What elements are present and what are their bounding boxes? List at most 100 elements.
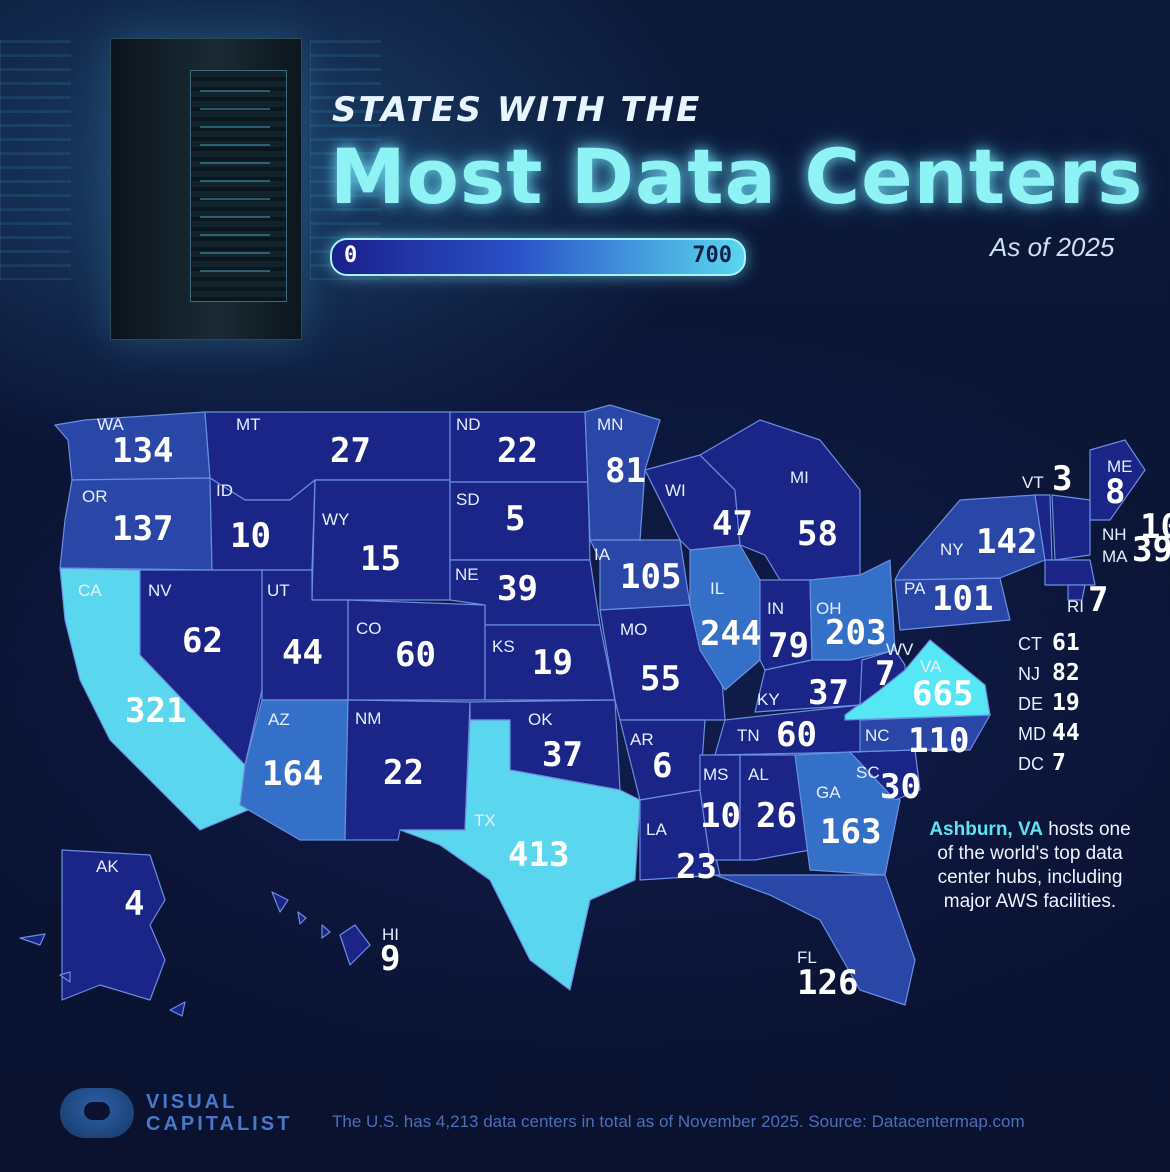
state-value-wy: 15 <box>360 539 401 579</box>
state-value-ma: 39 <box>1132 530 1170 570</box>
state-value-co: 60 <box>395 635 436 675</box>
state-ms <box>699 754 741 861</box>
state-label-oh: OH <box>816 599 842 618</box>
state-value-ri: 7 <box>1088 580 1108 620</box>
state-label-vt: VT <box>1022 473 1044 492</box>
state-value-nh: 10 <box>1140 507 1170 547</box>
state-value-nm: 22 <box>383 753 424 793</box>
logo-mark-icon <box>60 1088 134 1138</box>
state-value-ca: 321 <box>125 691 186 731</box>
note-text: hosts one of the world's top data center… <box>937 819 1131 912</box>
state-value-ky: 37 <box>808 673 849 713</box>
state-label-ak: AK <box>96 857 119 876</box>
as-of-date: As of 2025 <box>990 232 1115 262</box>
state-label-mi: MI <box>790 468 809 487</box>
state-value-mn: 81 <box>605 451 646 491</box>
state-label-mo: MO <box>620 620 647 639</box>
state-label-ga: GA <box>816 783 841 802</box>
state-value-la: 23 <box>676 847 717 887</box>
ne-value: 19 <box>1052 690 1080 716</box>
state-label-ut: UT <box>267 581 290 600</box>
state-value-il: 244 <box>700 614 761 654</box>
state-value-nd: 22 <box>497 431 538 471</box>
state-label-wv: WV <box>886 640 914 659</box>
state-or <box>59 477 213 571</box>
ne-abbr: DC <box>1018 754 1044 774</box>
state-value-id: 10 <box>230 516 271 556</box>
state-value-wi: 47 <box>712 504 753 544</box>
state-value-mi: 58 <box>797 514 838 554</box>
ne-abbr: CT <box>1018 634 1042 654</box>
state-label-ky: KY <box>757 690 780 709</box>
state-value-ar: 6 <box>652 746 672 786</box>
state-label-il: IL <box>710 579 724 598</box>
ne-row-de: DE 19 <box>1018 690 1158 720</box>
ne-value: 82 <box>1052 660 1080 686</box>
state-value-ak: 4 <box>124 884 144 924</box>
subtitle: STATES WITH THE <box>332 90 702 130</box>
state-value-sc: 30 <box>880 767 921 807</box>
state-value-wa: 134 <box>112 431 173 471</box>
island-shape <box>297 911 307 925</box>
state-value-ok: 37 <box>542 735 583 775</box>
state-label-nv: NV <box>148 581 172 600</box>
logo-text: VISUAL CAPITALIST <box>146 1091 292 1135</box>
ne-value: 61 <box>1052 630 1080 656</box>
ne-row-md: MD 44 <box>1018 720 1158 750</box>
state-label-al: AL <box>748 765 769 784</box>
ne-row-dc: DC 7 <box>1018 750 1158 780</box>
state-label-ks: KS <box>492 637 515 656</box>
state-fl <box>714 874 916 1006</box>
state-label-hi: HI <box>382 925 399 944</box>
state-label-tn: TN <box>737 726 760 745</box>
state-label-me: ME <box>1107 457 1133 476</box>
state-value-sd: 5 <box>505 499 525 539</box>
state-al <box>739 754 811 861</box>
state-value-ia: 105 <box>620 557 681 597</box>
state-label-in: IN <box>767 599 784 618</box>
visual-capitalist-logo: VISUAL CAPITALIST <box>60 1088 292 1138</box>
state-value-ga: 163 <box>820 812 881 852</box>
state-value-hi: 9 <box>380 939 400 979</box>
logo-line-2: CAPITALIST <box>146 1113 293 1135</box>
state-value-nc: 110 <box>908 721 969 761</box>
scale-max-label: 700 <box>692 243 732 268</box>
ne-row-nj: NJ 82 <box>1018 660 1158 690</box>
state-value-wv: 7 <box>875 654 895 694</box>
island-shape <box>321 924 331 939</box>
state-label-az: AZ <box>268 710 290 729</box>
state-value-or: 137 <box>112 509 173 549</box>
state-label-ny: NY <box>940 540 964 559</box>
state-label-nc: NC <box>865 726 890 745</box>
state-label-la: LA <box>646 820 667 839</box>
state-value-me: 8 <box>1105 472 1125 512</box>
state-ma <box>1044 559 1096 586</box>
island-shape <box>271 891 289 913</box>
state-value-va: 665 <box>912 674 973 714</box>
ashburn-note: Ashburn, VA hosts one of the world's top… <box>920 818 1140 914</box>
state-label-co: CO <box>356 619 382 638</box>
state-label-nh: NH <box>1102 525 1127 544</box>
scale-min-label: 0 <box>344 243 358 268</box>
footer-source: The U.S. has 4,213 data centers in total… <box>332 1112 1025 1131</box>
state-value-al: 26 <box>756 796 797 836</box>
state-value-in: 79 <box>768 626 809 666</box>
state-value-ks: 19 <box>532 643 573 683</box>
state-wv <box>859 649 906 706</box>
server-row-left <box>0 40 71 280</box>
island-shape <box>19 933 46 946</box>
state-label-id: ID <box>216 481 233 500</box>
state-label-ca: CA <box>78 581 102 600</box>
state-il <box>689 544 761 691</box>
state-nh <box>1051 494 1091 561</box>
state-label-wy: WY <box>322 510 349 529</box>
state-label-nd: ND <box>456 415 481 434</box>
state-value-az: 164 <box>262 754 323 794</box>
island-shape <box>59 971 71 983</box>
state-ga <box>794 751 901 876</box>
state-value-tn: 60 <box>776 715 817 755</box>
logo-line-1: VISUAL <box>146 1091 238 1113</box>
state-value-mo: 55 <box>640 659 681 699</box>
state-value-nv: 62 <box>182 621 223 661</box>
